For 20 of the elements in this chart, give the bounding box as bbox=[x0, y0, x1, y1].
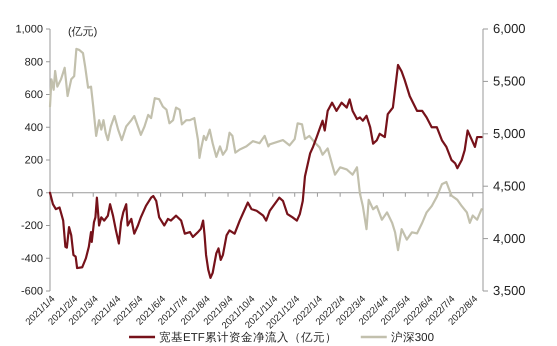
y-tick-label: -200 bbox=[20, 220, 43, 232]
legend-label: 宽基ETF累计资金净流入（亿元） bbox=[159, 330, 337, 344]
y2-tick-label: 3,500 bbox=[493, 283, 526, 298]
y2-tick-label: 5,500 bbox=[493, 74, 526, 89]
y2-tick-label: 4,500 bbox=[493, 178, 526, 194]
y-tick-label: -600 bbox=[20, 286, 43, 298]
y2-tick-label: 4,000 bbox=[493, 230, 526, 246]
y-tick-label: 400 bbox=[24, 122, 43, 134]
y-tick-label: 600 bbox=[24, 89, 43, 102]
y-tick-label: 1,000 bbox=[15, 24, 43, 36]
line-series bbox=[48, 64, 483, 279]
y-tick-label: 800 bbox=[24, 56, 43, 68]
y2-tick-label: 5,000 bbox=[493, 126, 526, 141]
y2-tick-label: 6,000 bbox=[493, 21, 526, 36]
legend-label: 沪深300 bbox=[390, 330, 434, 344]
y-tick-label: -400 bbox=[20, 252, 43, 265]
y-tick-label: 200 bbox=[24, 154, 43, 167]
y-axis-title: (亿元) bbox=[68, 26, 98, 38]
line-series bbox=[48, 48, 483, 252]
y-tick-label: 0 bbox=[36, 187, 43, 200]
